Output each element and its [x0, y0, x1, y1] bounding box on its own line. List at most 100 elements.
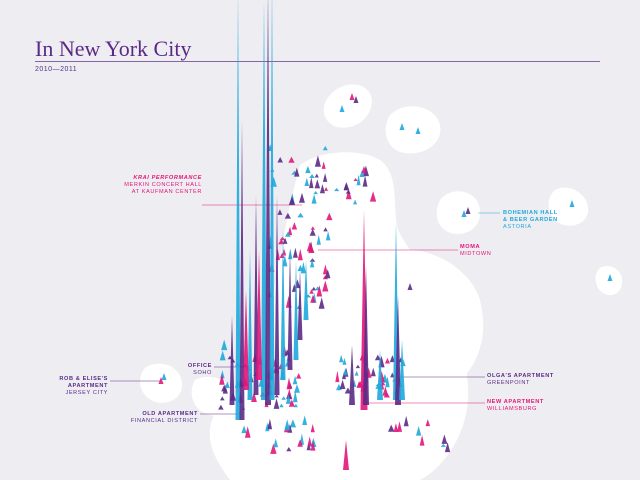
spike-77 [292, 390, 298, 403]
spike-48 [323, 227, 328, 232]
spike-248 [395, 295, 401, 405]
spike-21 [313, 191, 318, 195]
spike-54 [291, 222, 298, 230]
label-office: Office SoHo [187, 363, 212, 376]
spike-147 [383, 392, 390, 398]
spike-239 [293, 260, 299, 360]
spike-244 [256, 250, 262, 380]
spike-145 [370, 367, 376, 377]
spike-83 [222, 384, 228, 394]
spike-2 [299, 192, 305, 203]
spike-251 [349, 345, 355, 405]
land-shape-2 [395, 249, 484, 389]
spike-30 [318, 297, 325, 309]
spike-212 [416, 426, 422, 436]
spike-211 [440, 443, 446, 447]
spike-13 [287, 226, 293, 236]
spike-150 [374, 354, 381, 361]
spike-27 [279, 236, 286, 241]
spike-224 [158, 377, 164, 384]
spike-220 [461, 210, 467, 217]
spike-160 [354, 370, 359, 376]
spike-199 [310, 441, 316, 451]
spike-12 [277, 209, 283, 215]
spike-136 [344, 387, 352, 394]
spike-222 [569, 200, 575, 207]
spike-237 [280, 230, 286, 380]
spike-86 [221, 339, 228, 351]
spike-59 [314, 155, 321, 167]
spike-249 [399, 340, 405, 400]
spike-173 [324, 187, 329, 191]
spike-19 [305, 166, 311, 174]
spike-88 [218, 404, 224, 410]
spike-56 [326, 212, 333, 221]
spike-117 [286, 377, 292, 390]
spike-180 [343, 182, 350, 191]
spike-238 [287, 250, 293, 370]
spike-130 [274, 394, 279, 398]
spike-35 [322, 173, 328, 182]
spike-177 [353, 178, 358, 181]
spike-225 [161, 373, 167, 380]
page-title: In New York City [35, 36, 192, 61]
spike-68 [310, 294, 316, 303]
spike-96 [219, 374, 225, 385]
spike-216 [349, 93, 355, 100]
spike-189 [270, 443, 277, 454]
spike-240 [297, 270, 303, 340]
spike-61 [319, 184, 325, 194]
spike-200 [297, 439, 303, 447]
spike-198 [244, 426, 251, 438]
spike-95 [281, 396, 286, 400]
label-moma: MoMA Midtown [460, 244, 492, 257]
spike-layer [158, 0, 613, 470]
spike-115 [273, 398, 280, 409]
spike-210 [441, 434, 448, 444]
spike-31 [282, 255, 288, 267]
spike-215 [339, 105, 345, 112]
spike-209 [403, 415, 409, 427]
spike-231 [261, 0, 267, 400]
spike-226 [407, 283, 413, 290]
land-shape-3 [323, 84, 372, 128]
spike-64 [322, 146, 328, 151]
spike-46 [292, 247, 298, 258]
spike-63 [288, 248, 293, 260]
spike-250 [343, 440, 349, 470]
spike-241 [303, 260, 309, 320]
spike-230 [239, 120, 245, 420]
label-rob-elise: Rob & Elise's Apartment Jersey City [59, 376, 108, 396]
spike-178 [369, 191, 377, 202]
land-mass [140, 84, 623, 480]
spike-60 [309, 228, 316, 236]
spike-11 [288, 196, 296, 206]
spike-176 [314, 173, 319, 178]
label-olgas-apartment: Olga's Apartment Greenpoint [487, 373, 554, 386]
spike-164 [355, 364, 361, 369]
spike-228 [361, 166, 367, 173]
spike-49 [277, 157, 283, 163]
spike-246 [363, 265, 369, 405]
land-shape-9 [191, 376, 237, 416]
spike-131 [384, 357, 390, 364]
spike-157 [342, 358, 347, 365]
spike-105 [224, 381, 230, 389]
spike-213 [444, 442, 451, 453]
spike-151 [335, 370, 340, 383]
label-new-apartment: New Apartment Williamsburg [487, 399, 544, 412]
spike-229 [235, 0, 241, 420]
spike-184 [362, 165, 369, 177]
spike-182 [353, 199, 358, 205]
spike-206 [425, 419, 431, 427]
spike-8 [284, 212, 291, 219]
spike-235 [247, 250, 253, 400]
spike-207 [393, 423, 399, 432]
spike-4 [309, 258, 316, 262]
spike-89 [219, 350, 226, 361]
spike-197 [273, 438, 279, 448]
spike-9 [311, 286, 317, 291]
spike-37 [294, 167, 300, 177]
spike-205 [388, 424, 395, 432]
